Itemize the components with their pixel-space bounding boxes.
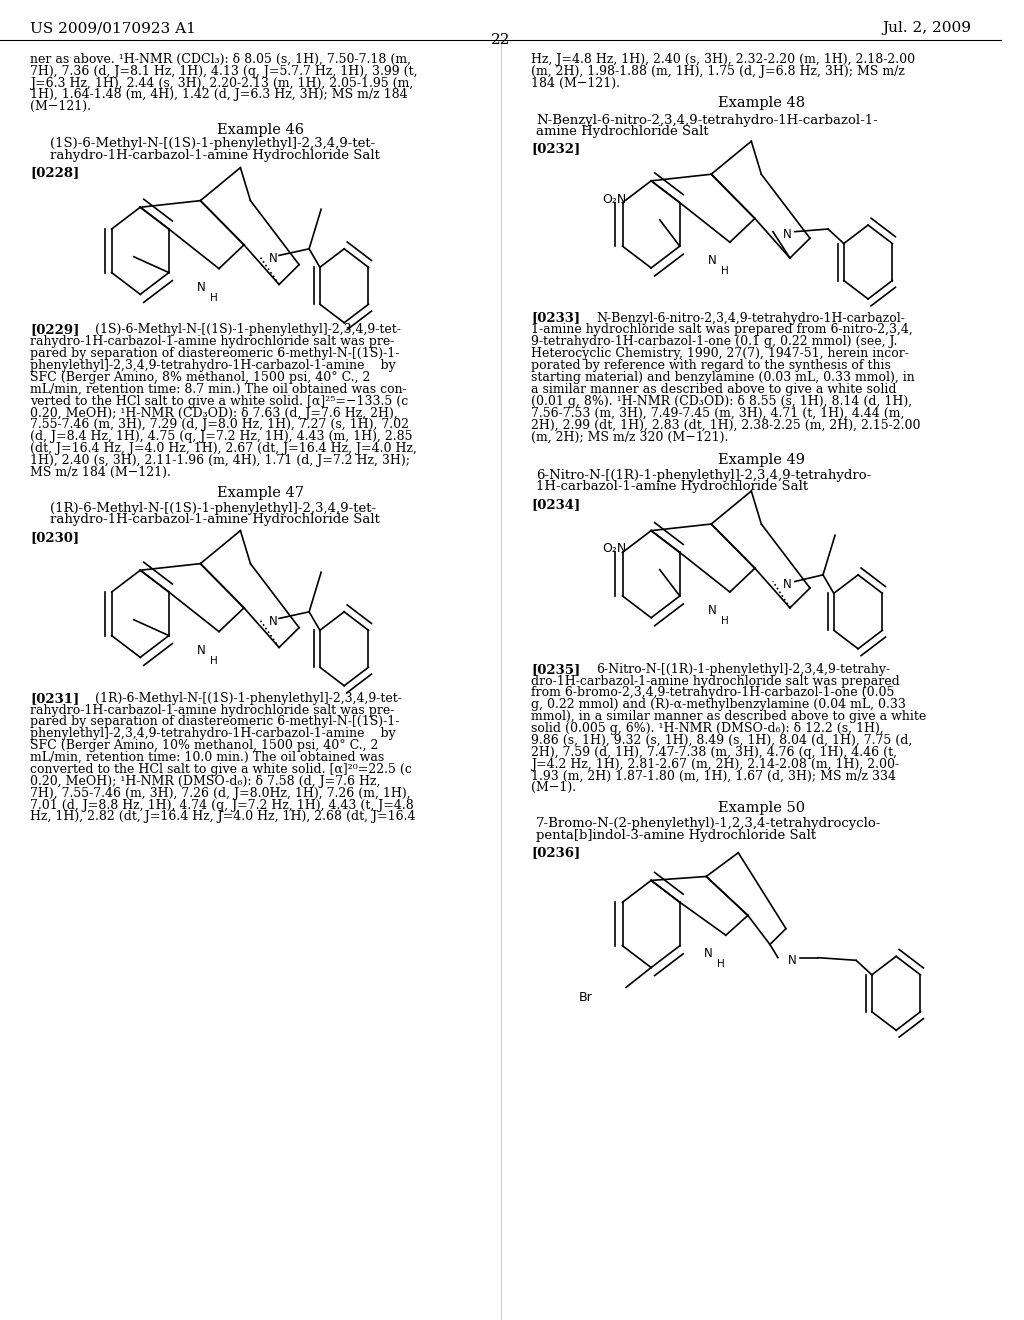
- Text: pared by separation of diastereomeric 6-methyl-N-[(1S)-1-: pared by separation of diastereomeric 6-…: [30, 715, 399, 729]
- Text: 7-Bromo-N-(2-phenylethyl)-1,2,3,4-tetrahydrocyclo-: 7-Bromo-N-(2-phenylethyl)-1,2,3,4-tetrah…: [536, 817, 882, 830]
- Text: 1H), 2.40 (s, 3H), 2.11-1.96 (m, 4H), 1.71 (d, J=7.2 Hz, 3H);: 1H), 2.40 (s, 3H), 2.11-1.96 (m, 4H), 1.…: [30, 454, 410, 467]
- Text: Example 46: Example 46: [217, 123, 304, 137]
- Text: rahydro-1H-carbazol-1-amine Hydrochloride Salt: rahydro-1H-carbazol-1-amine Hydrochlorid…: [50, 513, 380, 527]
- Text: starting material) and benzylamine (0.03 mL, 0.33 mmol), in: starting material) and benzylamine (0.03…: [530, 371, 914, 384]
- Text: 1H), 1.64-1.48 (m, 4H), 1.42 (d, J=6.3 Hz, 3H); MS m/z 184: 1H), 1.64-1.48 (m, 4H), 1.42 (d, J=6.3 H…: [30, 88, 408, 102]
- Text: ner as above. ¹H-NMR (CDCl₃): δ 8.05 (s, 1H), 7.50-7.18 (m,: ner as above. ¹H-NMR (CDCl₃): δ 8.05 (s,…: [30, 53, 411, 66]
- Text: 7.56-7.53 (m, 3H), 7.49-7.45 (m, 3H), 4.71 (t, 1H), 4.44 (m,: 7.56-7.53 (m, 3H), 7.49-7.45 (m, 3H), 4.…: [530, 407, 904, 420]
- Text: N: N: [703, 948, 712, 960]
- Text: Hz, 1H), 2.82 (dt, J=16.4 Hz, J=4.0 Hz, 1H), 2.68 (dt, J=16.4: Hz, 1H), 2.82 (dt, J=16.4 Hz, J=4.0 Hz, …: [30, 810, 416, 824]
- Text: mL/min, retention time: 10.0 min.) The oil obtained was: mL/min, retention time: 10.0 min.) The o…: [30, 751, 384, 764]
- Text: [0233]: [0233]: [530, 312, 580, 325]
- Text: 6-Nitro-N-[(1R)-1-phenylethyl]-2,3,4,9-tetrahydro-: 6-Nitro-N-[(1R)-1-phenylethyl]-2,3,4,9-t…: [536, 469, 871, 482]
- Text: dro-1H-carbazol-1-amine hydrochloride salt was prepared: dro-1H-carbazol-1-amine hydrochloride sa…: [530, 675, 900, 688]
- Text: N: N: [269, 252, 278, 264]
- Text: 2H), 2.99 (dt, 1H), 2.83 (dt, 1H), 2.38-2.25 (m, 2H), 2.15-2.00: 2H), 2.99 (dt, 1H), 2.83 (dt, 1H), 2.38-…: [530, 418, 921, 432]
- Text: 7.55-7.46 (m, 3H), 7.29 (d, J=8.0 Hz, 1H), 7.27 (s, 1H), 7.02: 7.55-7.46 (m, 3H), 7.29 (d, J=8.0 Hz, 1H…: [30, 418, 409, 432]
- Text: US 2009/0170923 A1: US 2009/0170923 A1: [30, 21, 196, 36]
- Text: 9.86 (s, 1H), 9.32 (s, 1H), 8.49 (s, 1H), 8.04 (d, 1H), 7.75 (d,: 9.86 (s, 1H), 9.32 (s, 1H), 8.49 (s, 1H)…: [530, 734, 912, 747]
- Text: mmol), in a similar manner as described above to give a white: mmol), in a similar manner as described …: [530, 710, 926, 723]
- Text: Example 50: Example 50: [718, 801, 805, 816]
- Text: H: H: [210, 656, 218, 665]
- Text: converted to the HCl salt to give a white solid. [α]²⁰=22.5 (c: converted to the HCl salt to give a whit…: [30, 763, 412, 776]
- Text: mL/min, retention time: 8.7 min.) The oil obtained was con-: mL/min, retention time: 8.7 min.) The oi…: [30, 383, 407, 396]
- Text: from 6-bromo-2,3,4,9-tetrahydro-1H-carbazol-1-one (0.05: from 6-bromo-2,3,4,9-tetrahydro-1H-carba…: [530, 686, 894, 700]
- Text: N: N: [269, 615, 278, 627]
- Text: N-Benzyl-6-nitro-2,3,4,9-tetrahydro-1H-carbazol-1-: N-Benzyl-6-nitro-2,3,4,9-tetrahydro-1H-c…: [536, 114, 878, 127]
- Text: phenylethyl]-2,3,4,9-tetrahydro-1H-carbazol-1-amine    by: phenylethyl]-2,3,4,9-tetrahydro-1H-carba…: [30, 359, 396, 372]
- Text: 2H), 7.59 (d, 1H), 7.47-7.38 (m, 3H), 4.76 (q, 1H), 4.46 (t,: 2H), 7.59 (d, 1H), 7.47-7.38 (m, 3H), 4.…: [530, 746, 897, 759]
- Text: rahydro-1H-carbazol-1-amine Hydrochloride Salt: rahydro-1H-carbazol-1-amine Hydrochlorid…: [50, 149, 380, 162]
- Text: N: N: [787, 954, 797, 966]
- Text: (d, J=8.4 Hz, 1H), 4.75 (q, J=7.2 Hz, 1H), 4.43 (m, 1H), 2.85: (d, J=8.4 Hz, 1H), 4.75 (q, J=7.2 Hz, 1H…: [30, 430, 413, 444]
- Text: 7H), 7.55-7.46 (m, 3H), 7.26 (d, J=8.0Hz, 1H), 7.26 (m, 1H),: 7H), 7.55-7.46 (m, 3H), 7.26 (d, J=8.0Hz…: [30, 787, 411, 800]
- Text: (0.01 g, 8%). ¹H-NMR (CD₃OD): δ 8.55 (s, 1H), 8.14 (d, 1H),: (0.01 g, 8%). ¹H-NMR (CD₃OD): δ 8.55 (s,…: [530, 395, 912, 408]
- Text: 184 (M−121).: 184 (M−121).: [530, 77, 620, 90]
- Text: (M−1).: (M−1).: [530, 781, 577, 795]
- Text: 1.93 (m, 2H) 1.87-1.80 (m, 1H), 1.67 (d, 3H); MS m/z 334: 1.93 (m, 2H) 1.87-1.80 (m, 1H), 1.67 (d,…: [530, 770, 896, 783]
- Text: N: N: [708, 605, 716, 616]
- Text: (dt, J=16.4 Hz, J=4.0 Hz, 1H), 2.67 (dt, J=16.4 Hz, J=4.0 Hz,: (dt, J=16.4 Hz, J=4.0 Hz, 1H), 2.67 (dt,…: [30, 442, 417, 455]
- Text: g, 0.22 mmol) and (R)-α-methylbenzylamine (0.04 mL, 0.33: g, 0.22 mmol) and (R)-α-methylbenzylamin…: [530, 698, 906, 711]
- Text: [0232]: [0232]: [530, 143, 581, 156]
- Text: 0.20, MeOH); ¹H-NMR (DMSO-d₆): δ 7.58 (d, J=7.6 Hz,: 0.20, MeOH); ¹H-NMR (DMSO-d₆): δ 7.58 (d…: [30, 775, 381, 788]
- Text: [0236]: [0236]: [530, 846, 581, 859]
- Text: phenylethyl]-2,3,4,9-tetrahydro-1H-carbazol-1-amine    by: phenylethyl]-2,3,4,9-tetrahydro-1H-carba…: [30, 727, 396, 741]
- Text: 22: 22: [492, 33, 511, 48]
- Text: 1H-carbazol-1-amine Hydrochloride Salt: 1H-carbazol-1-amine Hydrochloride Salt: [536, 480, 808, 494]
- Text: O₂N: O₂N: [602, 543, 627, 556]
- Text: solid (0.005 g, 6%). ¹H-NMR (DMSO-d₆): δ 12.2 (s, 1H),: solid (0.005 g, 6%). ¹H-NMR (DMSO-d₆): δ…: [530, 722, 884, 735]
- Text: H: H: [721, 267, 729, 276]
- Text: 7.01 (d, J=8.8 Hz, 1H), 4.74 (q, J=7.2 Hz, 1H), 4.43 (t, J=4.8: 7.01 (d, J=8.8 Hz, 1H), 4.74 (q, J=7.2 H…: [30, 799, 414, 812]
- Text: Example 48: Example 48: [718, 96, 805, 111]
- Text: (1R)-6-Methyl-N-[(1S)-1-phenylethyl]-2,3,4,9-tet-: (1R)-6-Methyl-N-[(1S)-1-phenylethyl]-2,3…: [95, 692, 402, 705]
- Text: H: H: [721, 616, 729, 626]
- Text: Br: Br: [580, 990, 593, 1003]
- Text: N: N: [783, 228, 792, 240]
- Text: (1R)-6-Methyl-N-[(1S)-1-phenylethyl]-2,3,4,9-tet-: (1R)-6-Methyl-N-[(1S)-1-phenylethyl]-2,3…: [50, 502, 376, 515]
- Text: [0229]: [0229]: [30, 323, 80, 337]
- Text: pared by separation of diastereomeric 6-methyl-N-[(1S)-1-: pared by separation of diastereomeric 6-…: [30, 347, 399, 360]
- Text: 6-Nitro-N-[(1R)-1-phenylethyl]-2,3,4,9-tetrahy-: 6-Nitro-N-[(1R)-1-phenylethyl]-2,3,4,9-t…: [596, 663, 890, 676]
- Text: N: N: [197, 281, 205, 293]
- Text: porated by reference with regard to the synthesis of this: porated by reference with regard to the …: [530, 359, 891, 372]
- Text: N: N: [708, 255, 716, 267]
- Text: O₂N: O₂N: [602, 193, 627, 206]
- Text: SFC (Berger Amino, 10% methanol, 1500 psi, 40° C., 2: SFC (Berger Amino, 10% methanol, 1500 ps…: [30, 739, 379, 752]
- Text: rahydro-1H-carbazol-1-amine hydrochloride salt was pre-: rahydro-1H-carbazol-1-amine hydrochlorid…: [30, 335, 394, 348]
- Text: H: H: [717, 960, 725, 969]
- Text: amine Hydrochloride Salt: amine Hydrochloride Salt: [536, 125, 709, 139]
- Text: 1-amine hydrochloride salt was prepared from 6-nitro-2,3,4,: 1-amine hydrochloride salt was prepared …: [530, 323, 912, 337]
- Text: MS m/z 184 (M−121).: MS m/z 184 (M−121).: [30, 466, 171, 479]
- Text: H: H: [210, 293, 218, 302]
- Text: (1S)-6-Methyl-N-[(1S)-1-phenylethyl]-2,3,4,9-tet-: (1S)-6-Methyl-N-[(1S)-1-phenylethyl]-2,3…: [95, 323, 401, 337]
- Text: rahydro-1H-carbazol-1-amine hydrochloride salt was pre-: rahydro-1H-carbazol-1-amine hydrochlorid…: [30, 704, 394, 717]
- Text: (1S)-6-Methyl-N-[(1S)-1-phenylethyl]-2,3,4,9-tet-: (1S)-6-Methyl-N-[(1S)-1-phenylethyl]-2,3…: [50, 137, 376, 150]
- Text: 7H), 7.36 (d, J=8.1 Hz, 1H), 4.13 (q, J=5.7.7 Hz, 1H), 3.99 (t,: 7H), 7.36 (d, J=8.1 Hz, 1H), 4.13 (q, J=…: [30, 65, 418, 78]
- Text: Heterocyclic Chemistry, 1990, 27(7), 1947-51, herein incor-: Heterocyclic Chemistry, 1990, 27(7), 194…: [530, 347, 908, 360]
- Text: N: N: [197, 644, 205, 656]
- Text: [0235]: [0235]: [530, 663, 581, 676]
- Text: N: N: [783, 578, 792, 590]
- Text: 9-tetrahydro-1H-carbazol-1-one (0.1 g, 0.22 mmol) (see, J.: 9-tetrahydro-1H-carbazol-1-one (0.1 g, 0…: [530, 335, 897, 348]
- Text: Jul. 2, 2009: Jul. 2, 2009: [883, 21, 972, 36]
- Text: verted to the HCl salt to give a white solid. [α]²⁵=−133.5 (c: verted to the HCl salt to give a white s…: [30, 395, 409, 408]
- Text: [0228]: [0228]: [30, 166, 79, 180]
- Text: SFC (Berger Amino, 8% methanol, 1500 psi, 40° C., 2: SFC (Berger Amino, 8% methanol, 1500 psi…: [30, 371, 371, 384]
- Text: [0234]: [0234]: [530, 498, 581, 511]
- Text: a similar manner as described above to give a white solid: a similar manner as described above to g…: [530, 383, 896, 396]
- Text: 0.20, MeOH); ¹H-NMR (CD₃OD): δ 7.63 (d, J=7.6 Hz, 2H),: 0.20, MeOH); ¹H-NMR (CD₃OD): δ 7.63 (d, …: [30, 407, 397, 420]
- Text: J=4.2 Hz, 1H), 2.81-2.67 (m, 2H), 2.14-2.08 (m, 1H), 2.00-: J=4.2 Hz, 1H), 2.81-2.67 (m, 2H), 2.14-2…: [530, 758, 899, 771]
- Text: (m, 2H), 1.98-1.88 (m, 1H), 1.75 (d, J=6.8 Hz, 3H); MS m/z: (m, 2H), 1.98-1.88 (m, 1H), 1.75 (d, J=6…: [530, 65, 905, 78]
- Text: (m, 2H); MS m/z 320 (M−121).: (m, 2H); MS m/z 320 (M−121).: [530, 430, 728, 444]
- Text: penta[b]indol-3-amine Hydrochloride Salt: penta[b]indol-3-amine Hydrochloride Salt: [536, 829, 816, 842]
- Text: [0231]: [0231]: [30, 692, 79, 705]
- Text: Hz, J=4.8 Hz, 1H), 2.40 (s, 3H), 2.32-2.20 (m, 1H), 2.18-2.00: Hz, J=4.8 Hz, 1H), 2.40 (s, 3H), 2.32-2.…: [530, 53, 915, 66]
- Text: Example 47: Example 47: [217, 486, 304, 500]
- Text: N-Benzyl-6-nitro-2,3,4,9-tetrahydro-1H-carbazol-: N-Benzyl-6-nitro-2,3,4,9-tetrahydro-1H-c…: [596, 312, 905, 325]
- Text: [0230]: [0230]: [30, 531, 79, 544]
- Text: J=6.3 Hz, 1H), 2.44 (s, 3H), 2.20-2.13 (m, 1H), 2.05-1.95 (m,: J=6.3 Hz, 1H), 2.44 (s, 3H), 2.20-2.13 (…: [30, 77, 414, 90]
- Text: (M−121).: (M−121).: [30, 100, 91, 114]
- Text: Example 49: Example 49: [718, 453, 805, 467]
